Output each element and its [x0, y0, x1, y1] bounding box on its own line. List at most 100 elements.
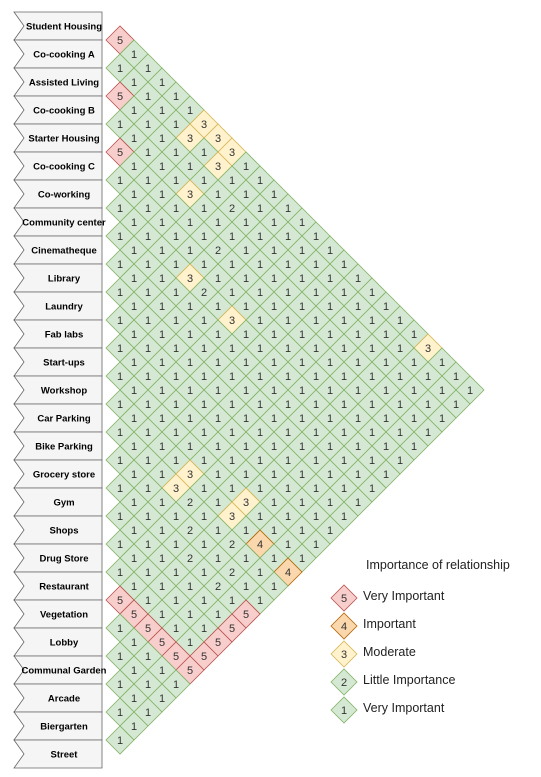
svg-text:1: 1	[271, 441, 277, 453]
svg-text:1: 1	[411, 357, 417, 369]
row-label-street: Street	[13, 739, 103, 769]
svg-text:1: 1	[383, 329, 389, 341]
svg-text:1: 1	[229, 483, 235, 495]
svg-text:1: 1	[173, 539, 179, 551]
svg-text:2: 2	[187, 497, 193, 509]
svg-text:1: 1	[159, 525, 165, 537]
svg-text:2: 2	[201, 287, 207, 299]
svg-text:1: 1	[145, 287, 151, 299]
svg-text:1: 1	[201, 427, 207, 439]
svg-text:1: 1	[187, 301, 193, 313]
svg-text:1: 1	[117, 511, 123, 523]
svg-text:1: 1	[117, 735, 123, 747]
svg-text:Shops: Shops	[49, 526, 78, 537]
svg-text:3: 3	[229, 511, 235, 523]
svg-text:1: 1	[285, 511, 291, 523]
svg-text:1: 1	[369, 371, 375, 383]
svg-text:Co-cooking B: Co-cooking B	[33, 106, 95, 117]
svg-text:1: 1	[271, 581, 277, 593]
svg-text:Cinematheque: Cinematheque	[31, 246, 96, 257]
svg-text:1: 1	[131, 637, 137, 649]
svg-text:2: 2	[187, 525, 193, 537]
svg-text:1: 1	[145, 315, 151, 327]
svg-text:3: 3	[187, 273, 193, 285]
svg-text:1: 1	[159, 133, 165, 145]
svg-text:1: 1	[341, 343, 347, 355]
svg-text:1: 1	[397, 371, 403, 383]
legend-label: Very Important	[363, 589, 445, 603]
svg-text:1: 1	[145, 63, 151, 75]
svg-text:1: 1	[327, 273, 333, 285]
svg-text:1: 1	[145, 231, 151, 243]
svg-text:1: 1	[285, 203, 291, 215]
svg-text:1: 1	[327, 525, 333, 537]
svg-text:1: 1	[271, 385, 277, 397]
svg-text:1: 1	[257, 511, 263, 523]
svg-text:1: 1	[355, 497, 361, 509]
svg-text:1: 1	[439, 357, 445, 369]
svg-text:5: 5	[117, 595, 123, 607]
svg-text:1: 1	[201, 203, 207, 215]
svg-text:1: 1	[201, 399, 207, 411]
svg-text:1: 1	[243, 441, 249, 453]
svg-text:4: 4	[285, 567, 291, 579]
svg-text:1: 1	[313, 315, 319, 327]
svg-text:1: 1	[187, 441, 193, 453]
row-label-communal-garden: Communal Garden	[13, 655, 107, 685]
svg-text:1: 1	[299, 553, 305, 565]
svg-text:1: 1	[187, 161, 193, 173]
svg-text:1: 1	[229, 259, 235, 271]
svg-text:1: 1	[201, 539, 207, 551]
svg-text:1: 1	[341, 315, 347, 327]
svg-text:Grocery store: Grocery store	[33, 470, 95, 481]
svg-text:1: 1	[215, 413, 221, 425]
matrix-cell: 1	[105, 725, 135, 755]
svg-text:1: 1	[341, 399, 347, 411]
svg-text:1: 1	[257, 231, 263, 243]
row-labels: Student Housing Co-cooking A Assisted Livi…	[13, 11, 107, 769]
svg-text:1: 1	[425, 371, 431, 383]
svg-text:1: 1	[131, 217, 137, 229]
svg-text:1: 1	[131, 161, 137, 173]
svg-text:1: 1	[369, 455, 375, 467]
svg-text:3: 3	[187, 469, 193, 481]
svg-text:1: 1	[215, 329, 221, 341]
svg-text:1: 1	[369, 399, 375, 411]
svg-text:1: 1	[257, 483, 263, 495]
svg-text:3: 3	[425, 343, 431, 355]
svg-text:1: 1	[159, 609, 165, 621]
svg-text:1: 1	[201, 343, 207, 355]
svg-text:1: 1	[145, 679, 151, 691]
row-label-co-cooking-c: Co-cooking C	[13, 151, 103, 181]
svg-text:3: 3	[215, 133, 221, 145]
row-label-bike-parking: Bike Parking	[13, 431, 103, 461]
svg-text:1: 1	[187, 637, 193, 649]
svg-text:1: 1	[229, 231, 235, 243]
row-label-library: Library	[13, 263, 103, 293]
svg-text:1: 1	[187, 609, 193, 621]
svg-text:1: 1	[117, 315, 123, 327]
svg-text:1: 1	[313, 259, 319, 271]
svg-text:1: 1	[355, 329, 361, 341]
svg-text:1: 1	[159, 441, 165, 453]
svg-text:1: 1	[383, 301, 389, 313]
row-label-shops: Shops	[13, 515, 103, 545]
legend-title: Importance of relationship	[366, 558, 510, 572]
svg-text:1: 1	[313, 343, 319, 355]
svg-text:1: 1	[271, 357, 277, 369]
svg-text:1: 1	[229, 595, 235, 607]
svg-text:1: 1	[257, 399, 263, 411]
svg-text:1: 1	[145, 455, 151, 467]
svg-text:1: 1	[299, 301, 305, 313]
svg-text:1: 1	[159, 245, 165, 257]
matrix-cells: 5111113331111111111111311111111313111111…	[105, 25, 485, 755]
svg-text:1: 1	[145, 651, 151, 663]
svg-text:1: 1	[187, 581, 193, 593]
svg-text:1: 1	[243, 469, 249, 481]
svg-text:1: 1	[117, 287, 123, 299]
legend-label: Very Important	[363, 701, 445, 715]
svg-text:3: 3	[229, 315, 235, 327]
svg-text:Vegetation: Vegetation	[40, 610, 88, 621]
svg-text:1: 1	[131, 497, 137, 509]
